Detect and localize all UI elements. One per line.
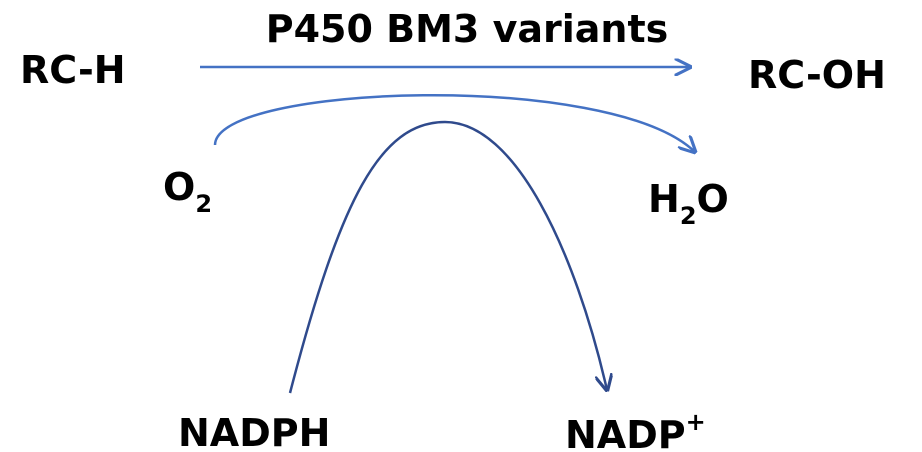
cofactor-product: NADP+ [565,408,706,452]
subscript: 2 [680,202,697,230]
product: RC-OH [748,53,886,97]
enzyme: P450 BM3 variants [266,7,669,51]
cosubstrate: O2 [163,165,212,218]
oxygen-arrow [213,94,695,152]
cofactor-arrow [288,120,607,393]
o: O [163,165,195,209]
nadp: NADP [565,413,686,452]
cofactor: NADPH [178,411,330,452]
o: O [697,177,729,221]
superscript: + [686,408,706,436]
subscript: 2 [195,190,212,218]
substrate: RC-H [20,48,126,92]
coproduct: H2O [648,177,729,230]
h: H [648,177,680,221]
